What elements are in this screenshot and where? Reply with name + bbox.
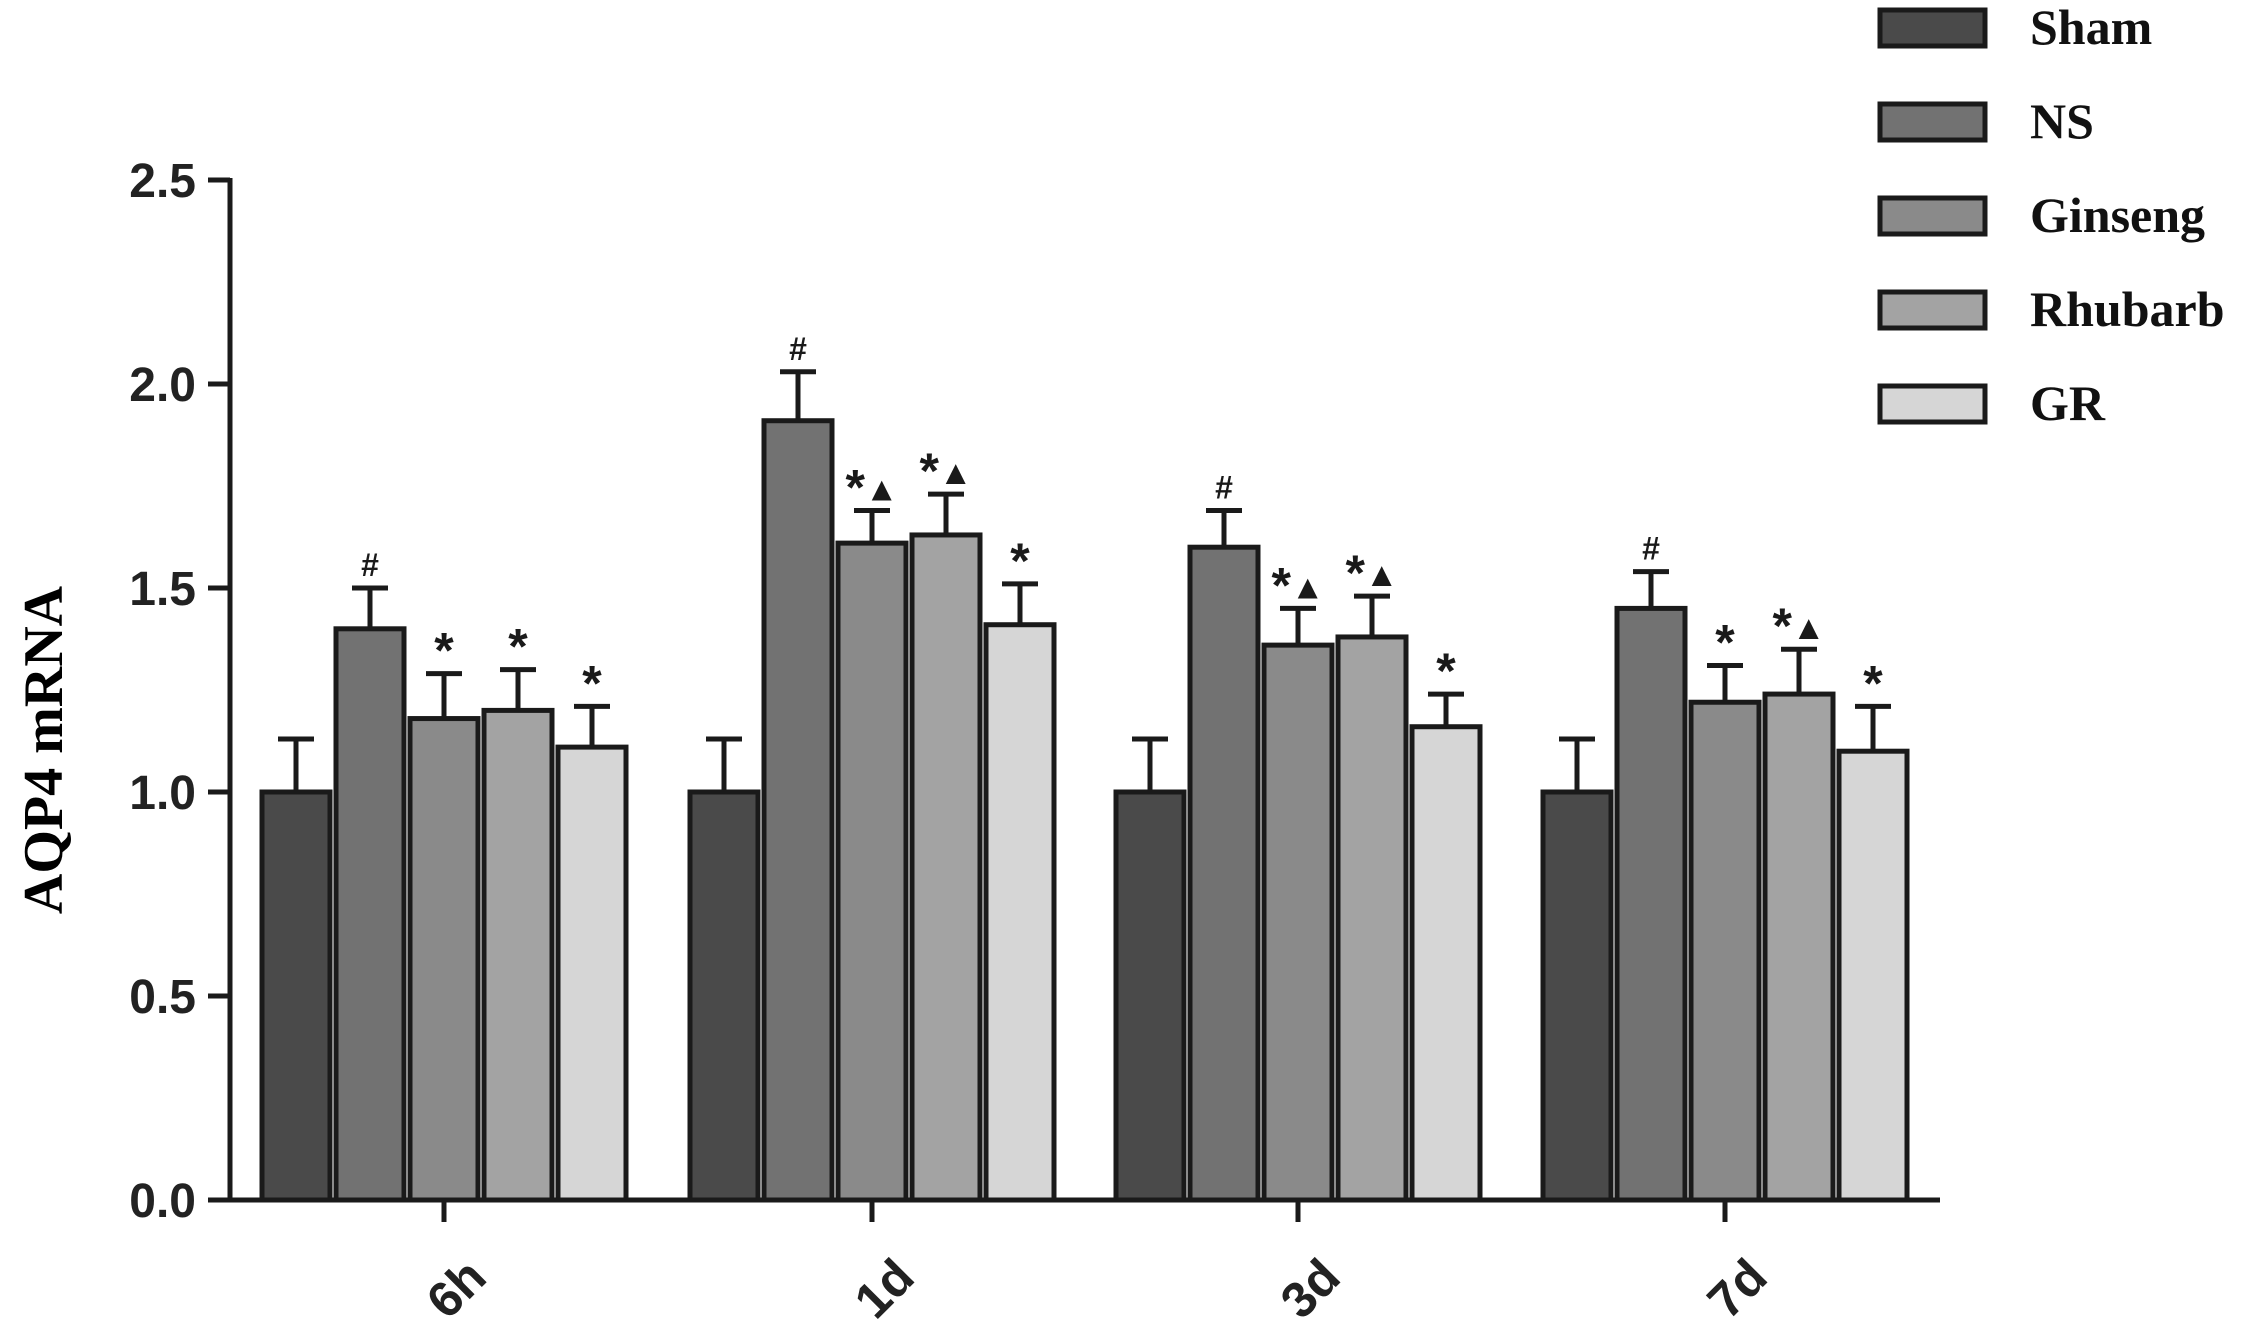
legend-swatch-rhubarb (1877, 289, 1988, 331)
bar-gr-3d (1409, 724, 1483, 1203)
legend-label-ginseng: Ginseng (2030, 187, 2205, 243)
bar-ns-7d (1614, 605, 1688, 1203)
significance-mark: # (1642, 531, 1660, 567)
significance-mark: *▲ (1271, 557, 1324, 613)
y-tick-label: 1.0 (129, 767, 196, 820)
x-tick-label: 3d (1270, 1248, 1351, 1329)
bar-gr-7d (1836, 748, 1910, 1203)
significance-mark: * (508, 619, 528, 675)
bar-rhubarb-3d (1335, 634, 1409, 1203)
y-tick-label: 0.5 (129, 971, 196, 1024)
significance-mark: # (1215, 469, 1233, 505)
legend-label-gr: GR (2030, 375, 2106, 431)
y-axis-label: AQP4 mRNA (13, 585, 75, 914)
legend-swatch-ns (1877, 101, 1988, 143)
bars-layer: # * * * # *▲ *▲ * # *▲ *▲ * # * *▲ * (259, 331, 1910, 1203)
bar-sham-7d (1540, 789, 1614, 1203)
y-tick-label: 2.5 (129, 155, 196, 208)
bar-rhubarb-7d (1762, 691, 1836, 1203)
legend-swatch-ginseng (1877, 195, 1988, 237)
legend-label-rhubarb: Rhubarb (2030, 281, 2225, 337)
bar-ginseng-7d (1688, 699, 1762, 1203)
x-tick-label: 7d (1697, 1248, 1778, 1329)
bar-ns-3d (1187, 544, 1261, 1203)
axes-layer: 0.0 0.5 1.0 1.5 2.0 2.5 6h 1d 3d 7d (129, 155, 1940, 1329)
significance-mark: * (582, 655, 602, 711)
significance-mark: *▲ (919, 443, 972, 499)
significance-mark: # (789, 331, 807, 367)
legend-label-sham: Sham (2030, 0, 2152, 55)
bar-ginseng-1d (835, 540, 909, 1203)
significance-mark: * (1715, 615, 1735, 671)
bar-sham-6h (259, 789, 333, 1203)
bar-sham-3d (1113, 789, 1187, 1203)
bar-sham-1d (687, 789, 761, 1203)
significance-mark: * (1863, 655, 1883, 711)
significance-mark: * (434, 623, 454, 679)
significance-mark: * (1436, 643, 1456, 699)
significance-mark: * (1010, 533, 1030, 589)
y-tick-label: 1.5 (129, 563, 196, 616)
x-tick-label: 6h (416, 1248, 497, 1329)
bar-rhubarb-6h (481, 707, 555, 1203)
bar-rhubarb-1d (909, 532, 983, 1203)
bar-ginseng-3d (1261, 642, 1335, 1203)
legend-label-ns: NS (2030, 93, 2094, 149)
significance-mark: *▲ (1345, 545, 1398, 601)
bar-ns-1d (761, 418, 835, 1203)
x-tick-label: 1d (844, 1248, 925, 1329)
y-tick-label: 2.0 (129, 359, 196, 412)
significance-mark: *▲ (1772, 598, 1825, 654)
legend-swatch-gr (1877, 383, 1988, 425)
bar-ginseng-6h (407, 716, 481, 1203)
significance-mark: *▲ (845, 459, 898, 515)
significance-mark: # (361, 547, 379, 583)
bar-gr-6h (555, 744, 629, 1203)
y-tick-label: 0.0 (129, 1175, 196, 1228)
legend-swatch-sham (1877, 7, 1988, 49)
legend: Sham NS Ginseng Rhubarb GR (1877, 0, 2225, 431)
bar-ns-6h (333, 626, 407, 1203)
bar-gr-1d (983, 622, 1057, 1203)
